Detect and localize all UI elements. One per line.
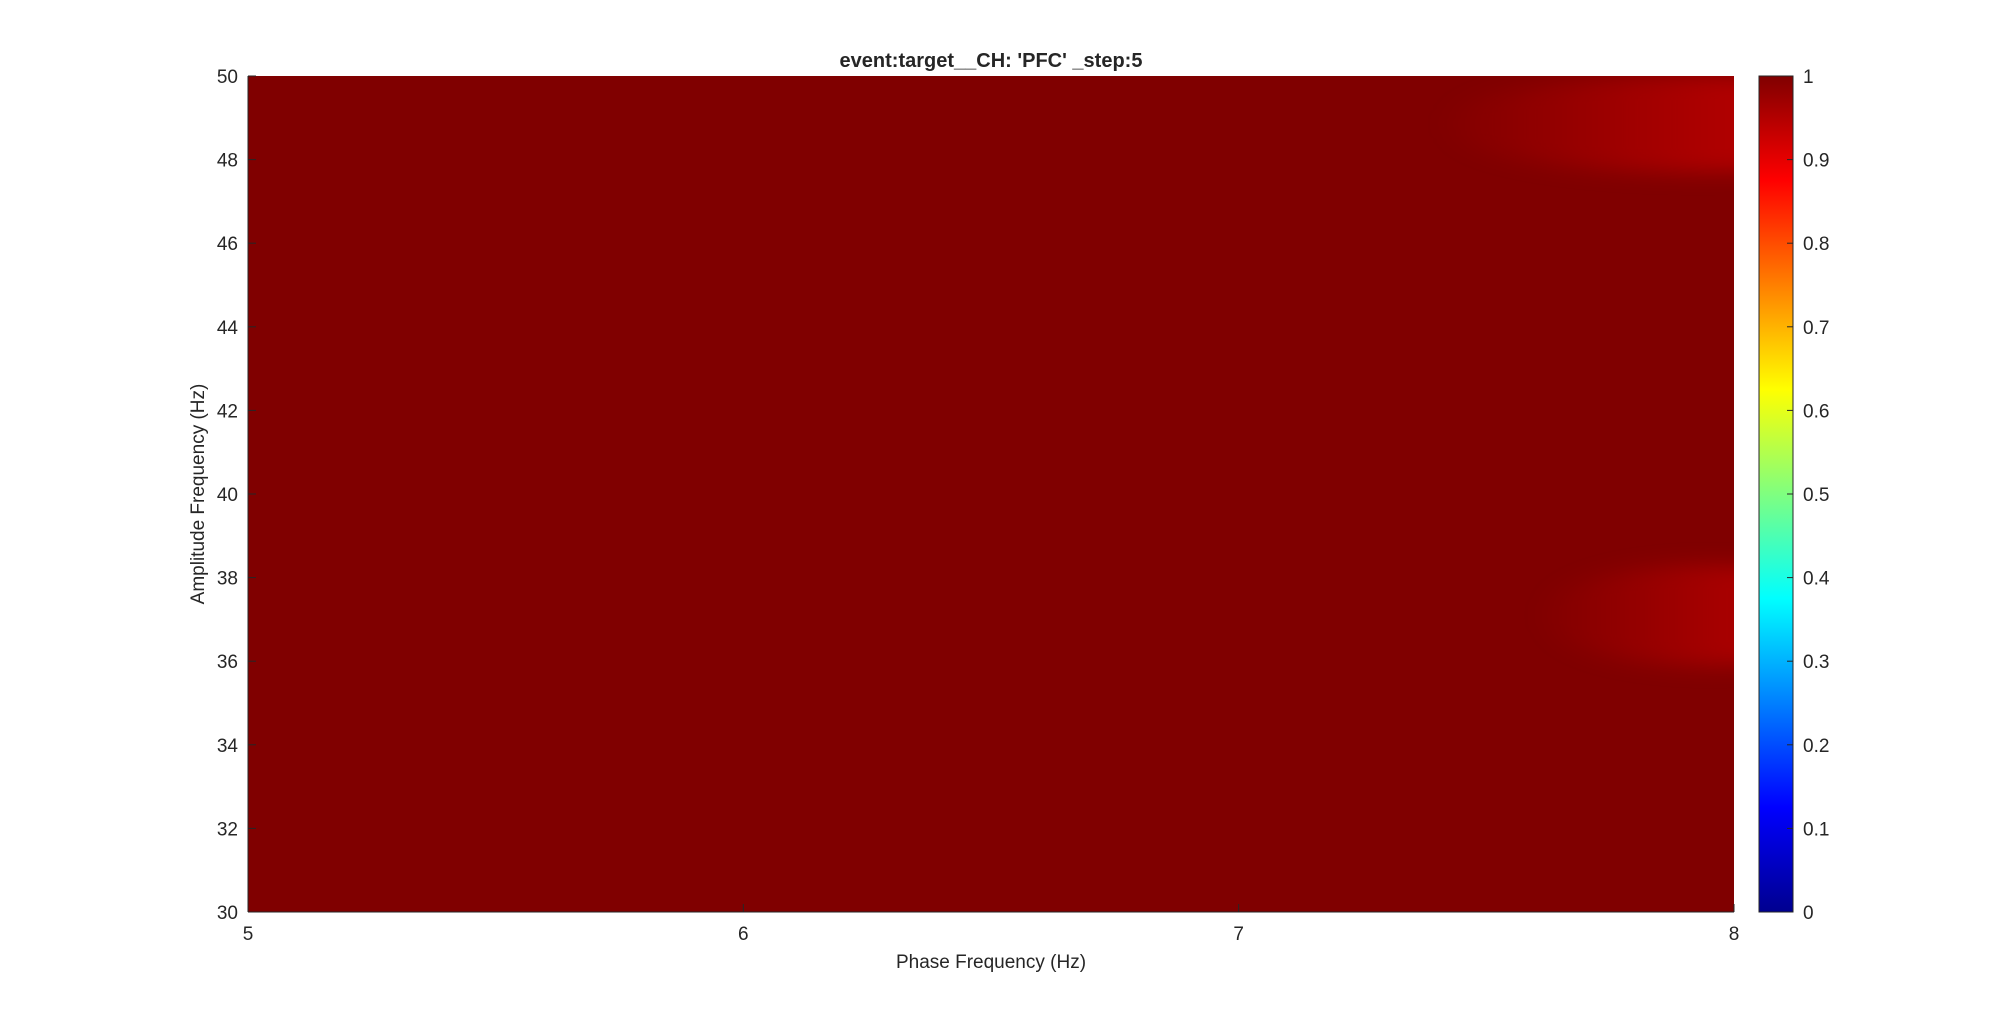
y-axis: 30 32 34 36 38 40 42 44 46 48 50 (217, 67, 256, 924)
colorbar-tick-label: 0.7 (1803, 318, 1829, 339)
x-tick-label: 8 (1729, 924, 1740, 945)
chart-title: event:target__CH: 'PFC' _step:5 (840, 50, 1143, 72)
x-tick-label: 5 (243, 924, 254, 945)
colorbar-tick-label: 0.9 (1803, 151, 1829, 172)
x-tick-label: 7 (1233, 924, 1244, 945)
y-tick-label: 46 (217, 234, 238, 255)
y-tick-label: 42 (217, 401, 238, 422)
colorbar-tick-label: 0 (1803, 903, 1814, 924)
y-tick-label: 30 (217, 903, 238, 924)
colorbar-tick-label: 0.6 (1803, 401, 1829, 422)
colorbar-tick-label: 0.3 (1803, 652, 1829, 673)
y-tick-label: 40 (217, 485, 238, 506)
y-tick-label: 38 (217, 569, 238, 590)
x-tick-label: 6 (738, 924, 749, 945)
heatmap-background (248, 76, 1734, 912)
heatmap-region (1535, 565, 1734, 666)
colorbar-ticks: 0 0.1 0.2 0.3 0.4 0.5 0.6 0.7 0.8 0.9 1 (1758, 67, 1830, 924)
colorbar-tick-label: 1 (1803, 67, 1814, 88)
x-axis: 5 6 7 8 (243, 904, 1740, 945)
y-axis-label: Amplitude Frequency (Hz) (188, 384, 209, 605)
colorbar-tick-label: 0.2 (1803, 736, 1829, 757)
heatmap-region (1436, 76, 1734, 173)
colorbar: 0 0.1 0.2 0.3 0.4 0.5 0.6 0.7 0.8 0.9 1 (1758, 67, 1830, 924)
y-tick-label: 34 (217, 736, 239, 757)
y-tick-label: 50 (217, 67, 238, 88)
y-tick-label: 32 (217, 819, 238, 840)
colorbar-tick-label: 0.5 (1803, 485, 1829, 506)
colorbar-tick-label: 0.4 (1803, 569, 1830, 590)
colorbar-frame (1758, 75, 1794, 913)
heatmap-plot-area (248, 76, 1734, 912)
x-axis-label: Phase Frequency (Hz) (896, 952, 1086, 973)
y-tick-label: 36 (217, 652, 238, 673)
colorbar-tick-label: 0.8 (1803, 234, 1829, 255)
y-tick-label: 44 (217, 318, 239, 339)
colorbar-tick-label: 0.1 (1803, 819, 1829, 840)
y-tick-label: 48 (217, 151, 238, 172)
